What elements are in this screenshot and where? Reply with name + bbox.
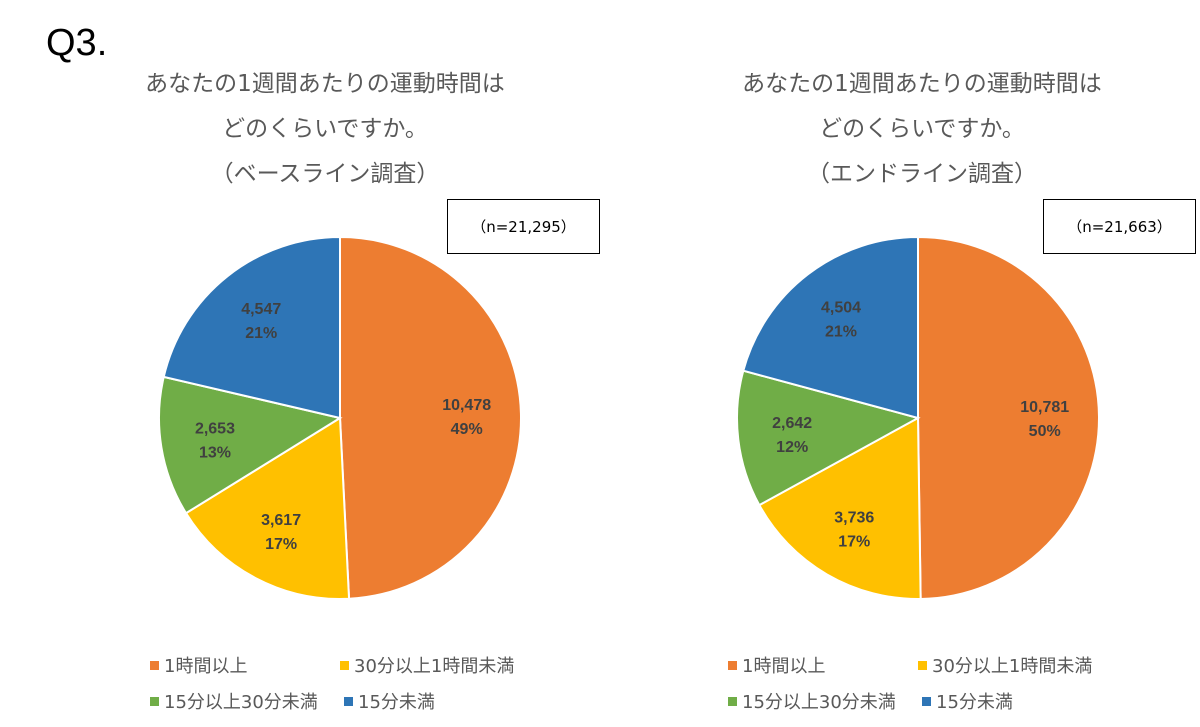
legend-swatch [344,696,353,706]
pie-slice [742,235,919,420]
legend-swatch [340,660,349,670]
title-line: どのくらいですか。 [222,116,428,142]
legend-swatch [922,696,931,706]
slice-percent-label: 49% [451,421,483,438]
legend-swatch [728,660,737,670]
slice-percent-label: 21% [825,323,857,340]
legend-swatch [728,696,737,706]
legend-label: 15分未満 [936,692,1013,713]
pie-slice [158,375,343,515]
legend-label: 15分未満 [358,692,435,713]
chart-title-endline: あなたの1週間あたりの運動時間は どのくらいですか。 （エンドライン調査） [662,62,1182,197]
title-line: どのくらいですか。 [819,116,1025,142]
slice-percent-label: 13% [199,444,231,461]
slice-percent-label: 17% [838,533,870,550]
legend-label: 30分以上1時間未満 [932,656,1093,677]
pie-slice [339,235,522,600]
slice-value-label: 10,781 [1020,399,1069,416]
slice-percent-label: 12% [776,439,808,456]
legend-label: 15分以上30分未満 [742,692,896,713]
title-line: （エンドライン調査） [807,161,1037,187]
slice-value-label: 4,547 [241,301,281,318]
legend-swatch [150,696,159,706]
legend-item: 1時間以上 [728,652,825,678]
legend-label: 1時間以上 [164,656,248,677]
slice-value-label: 3,617 [261,512,301,529]
legend-swatch [918,660,927,670]
legend-item: 15分未満 [922,688,1013,714]
slice-percent-label: 50% [1029,423,1061,440]
slice-percent-label: 21% [245,325,277,342]
sample-size-box: （n=21,663） [1043,199,1196,254]
pie-slice [184,416,351,600]
slice-value-label: 10,478 [442,397,491,414]
legend-label: 30分以上1時間未満 [354,656,515,677]
legend-item: 1時間以上 [150,652,247,678]
title-line: あなたの1週間あたりの運動時間は [742,71,1102,97]
slice-value-label: 2,642 [772,415,812,432]
slice-value-label: 2,653 [195,420,235,437]
pie-slice [757,416,922,600]
pie-slice [162,235,341,420]
title-line: あなたの1週間あたりの運動時間は [145,71,505,97]
legend-swatch [150,660,159,670]
slice-percent-label: 17% [265,536,297,553]
legend-item: 15分以上30分未満 [150,688,318,714]
question-number: Q3. [46,22,108,64]
legend-label: 15分以上30分未満 [164,692,318,713]
legend-item: 15分以上30分未満 [728,688,896,714]
sample-size-box: （n=21,295） [447,199,600,254]
legend-label: 1時間以上 [742,656,826,677]
pie-slice [736,369,921,507]
title-line: （ベースライン調査） [210,161,440,187]
legend-item: 30分以上1時間未満 [340,652,514,678]
chart-title-baseline: あなたの1週間あたりの運動時間は どのくらいですか。 （ベースライン調査） [65,62,585,197]
legend-item: 30分以上1時間未満 [918,652,1092,678]
legend-item: 15分未満 [344,688,435,714]
pie-slice [917,235,1100,600]
slice-value-label: 3,736 [834,509,874,526]
slice-value-label: 4,504 [821,299,861,316]
